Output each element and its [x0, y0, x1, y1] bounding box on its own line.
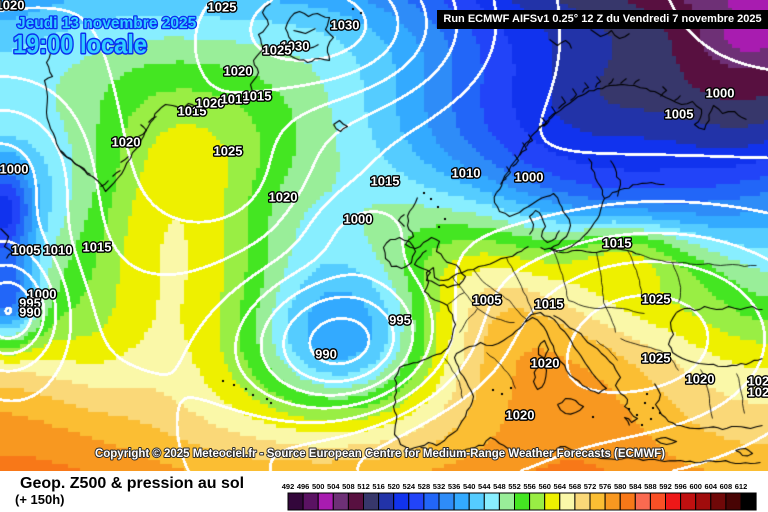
svg-text:995: 995 — [19, 296, 41, 311]
svg-text:1010: 1010 — [452, 166, 481, 181]
svg-text:520: 520 — [387, 482, 400, 491]
svg-text:1005: 1005 — [473, 293, 502, 308]
svg-text:1025: 1025 — [214, 144, 243, 159]
svg-text:1020: 1020 — [112, 135, 141, 150]
svg-text:1015: 1015 — [221, 92, 250, 107]
svg-text:496: 496 — [297, 482, 310, 491]
svg-text:1025: 1025 — [748, 374, 768, 389]
svg-text:Jeudi 13 novembre 2025: Jeudi 13 novembre 2025 — [17, 15, 197, 32]
svg-text:995: 995 — [389, 313, 411, 328]
svg-text:552: 552 — [508, 482, 521, 491]
svg-text:516: 516 — [372, 482, 385, 491]
svg-text:564: 564 — [554, 482, 567, 491]
svg-text:568: 568 — [569, 482, 582, 491]
svg-text:580: 580 — [614, 482, 627, 491]
svg-text:532: 532 — [433, 482, 446, 491]
svg-text:1020: 1020 — [196, 96, 225, 111]
svg-text:512: 512 — [357, 482, 370, 491]
svg-text:1025: 1025 — [642, 292, 671, 307]
svg-text:588: 588 — [644, 482, 657, 491]
svg-text:1020: 1020 — [748, 385, 768, 400]
svg-text:1030: 1030 — [281, 39, 310, 54]
svg-text:536: 536 — [448, 482, 461, 491]
svg-text:492: 492 — [282, 482, 295, 491]
svg-text:584: 584 — [629, 482, 642, 491]
svg-text:1000: 1000 — [344, 212, 373, 227]
svg-text:1015: 1015 — [603, 236, 632, 251]
svg-text:544: 544 — [478, 482, 491, 491]
svg-text:1015: 1015 — [178, 104, 207, 119]
svg-text:556: 556 — [523, 482, 536, 491]
svg-text:608: 608 — [720, 482, 733, 491]
svg-text:990: 990 — [315, 347, 337, 362]
svg-text:1020: 1020 — [224, 64, 253, 79]
svg-text:592: 592 — [659, 482, 672, 491]
svg-text:1005: 1005 — [12, 243, 41, 258]
svg-text:524: 524 — [403, 482, 416, 491]
svg-text:1010: 1010 — [44, 243, 73, 258]
svg-text:1020: 1020 — [269, 190, 298, 205]
svg-text:548: 548 — [493, 482, 506, 491]
svg-text:572: 572 — [584, 482, 597, 491]
svg-text:1015: 1015 — [83, 240, 112, 255]
svg-text:1025: 1025 — [642, 351, 671, 366]
svg-text:1015: 1015 — [243, 89, 272, 104]
svg-text:1000: 1000 — [515, 170, 544, 185]
svg-text:508: 508 — [342, 482, 355, 491]
svg-text:560: 560 — [538, 482, 551, 491]
svg-text:1000: 1000 — [706, 86, 735, 101]
svg-text:500: 500 — [312, 482, 325, 491]
svg-text:1005: 1005 — [665, 107, 694, 122]
svg-text:1015: 1015 — [371, 174, 400, 189]
svg-text:19:00 locale: 19:00 locale — [13, 29, 147, 59]
svg-text:600: 600 — [689, 482, 702, 491]
svg-text:1000: 1000 — [0, 162, 28, 177]
svg-text:1020: 1020 — [0, 0, 24, 13]
svg-text:Copyright © 2025 Meteociel.fr: Copyright © 2025 Meteociel.fr - Source E… — [95, 446, 665, 460]
svg-text:604: 604 — [705, 482, 718, 491]
svg-text:528: 528 — [418, 482, 431, 491]
svg-text:1025: 1025 — [208, 0, 237, 15]
svg-text:576: 576 — [599, 482, 612, 491]
svg-text:1020: 1020 — [686, 372, 715, 387]
svg-text:1030: 1030 — [331, 18, 360, 33]
svg-text:1000: 1000 — [28, 287, 57, 302]
svg-text:596: 596 — [674, 482, 687, 491]
svg-text:1020: 1020 — [531, 356, 560, 371]
svg-text:504: 504 — [327, 482, 340, 491]
svg-text:540: 540 — [463, 482, 476, 491]
svg-text:1025: 1025 — [263, 43, 292, 58]
svg-text:1015: 1015 — [535, 297, 564, 312]
svg-text:612: 612 — [735, 482, 748, 491]
svg-text:1020: 1020 — [506, 408, 535, 423]
svg-text:990: 990 — [19, 305, 41, 320]
